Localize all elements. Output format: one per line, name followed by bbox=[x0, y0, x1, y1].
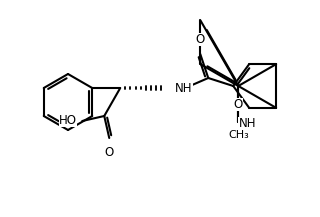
Text: NH: NH bbox=[238, 117, 256, 130]
Text: O: O bbox=[196, 33, 205, 46]
Text: O: O bbox=[234, 97, 243, 110]
Text: CH₃: CH₃ bbox=[228, 130, 249, 140]
Text: CH₃: CH₃ bbox=[228, 130, 249, 140]
Text: O: O bbox=[234, 97, 243, 110]
Text: NH: NH bbox=[175, 82, 193, 94]
Text: O: O bbox=[105, 146, 114, 159]
Text: HO: HO bbox=[59, 113, 77, 127]
